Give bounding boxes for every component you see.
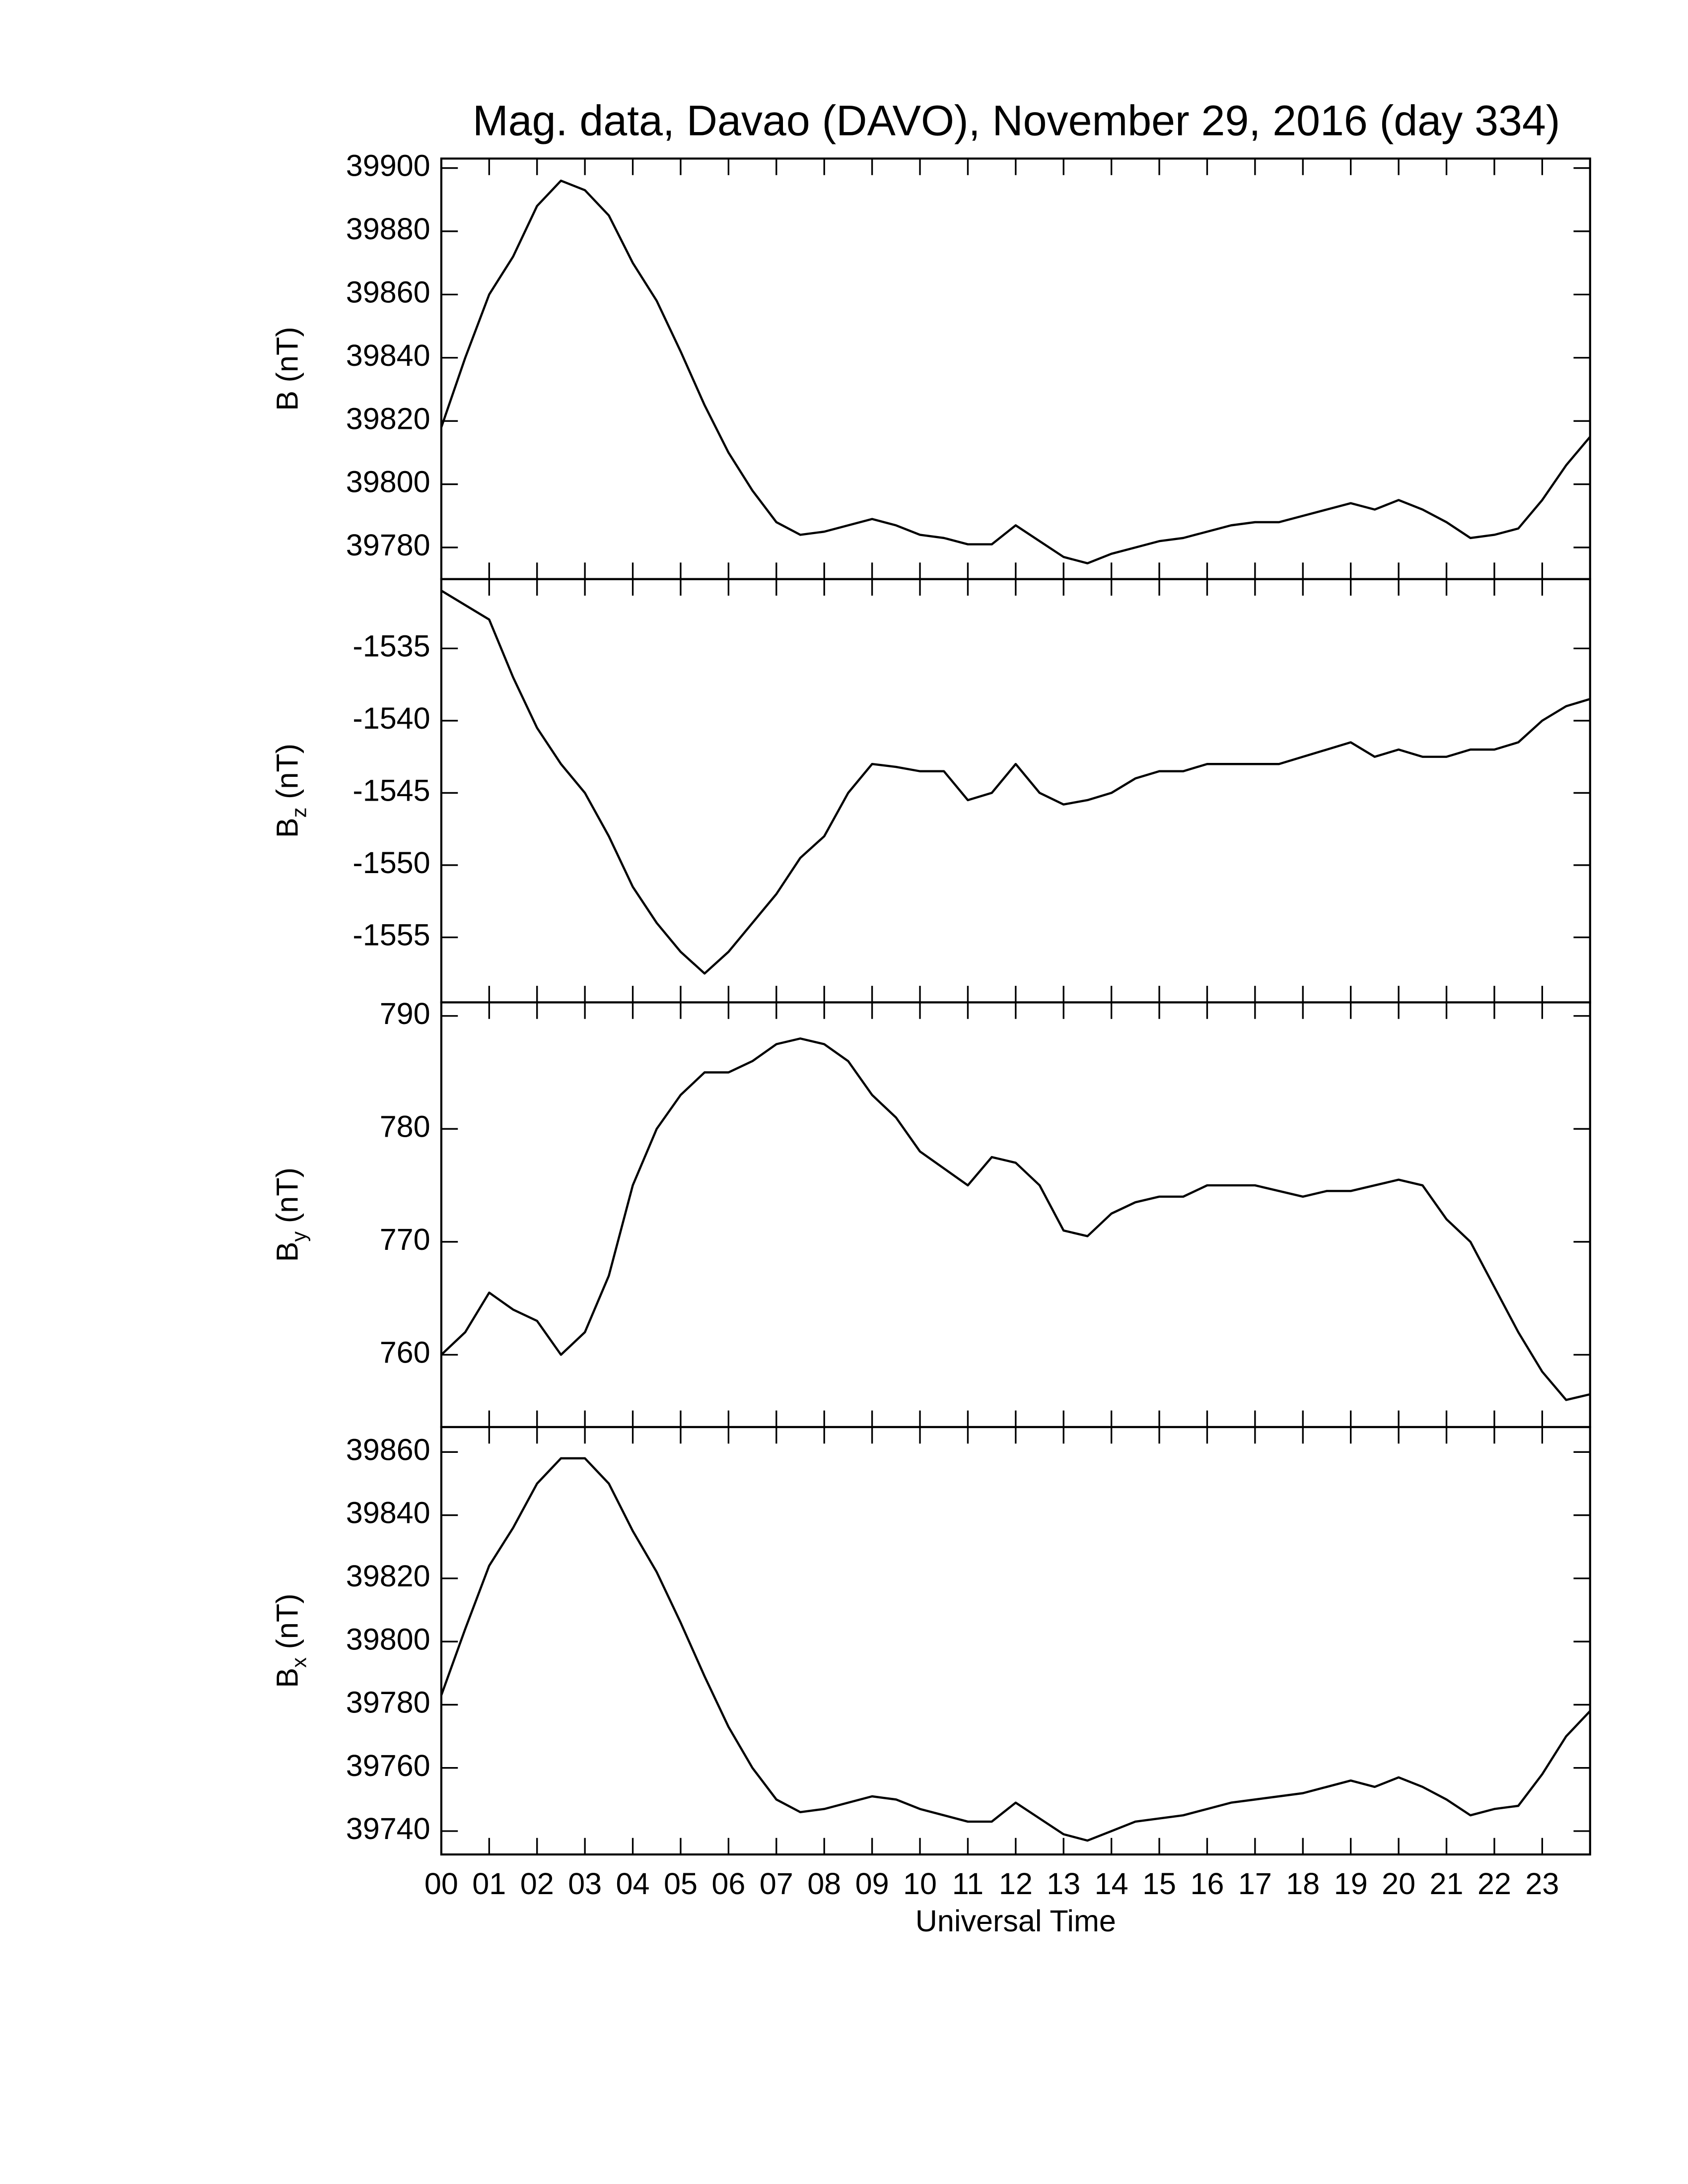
x-tick-label: 02 [520,1867,554,1901]
x-tick-label: 01 [472,1867,506,1901]
y-axis-label: By (nT) [270,1167,310,1262]
x-tick-label: 17 [1238,1867,1272,1901]
x-tick-label: 05 [664,1867,698,1901]
y-label-subscript: z [287,808,311,818]
y-label-symbol: B [270,391,304,411]
x-tick-label: 04 [616,1867,650,1901]
y-label-symbol: B [270,1242,304,1262]
y-tick-label: 39760 [346,1749,430,1782]
y-label-symbol: B [270,1668,304,1688]
y-label-unit: (nT) [270,1593,304,1649]
y-tick-label: 770 [380,1223,430,1256]
y-label-unit: (nT) [270,327,304,382]
x-tick-label: 21 [1430,1867,1464,1901]
y-axis-label: B (nT) [270,327,304,410]
x-tick-label: 11 [952,1867,984,1901]
x-tick-label: 14 [1095,1867,1128,1901]
y-tick-label: 39780 [346,528,430,562]
x-tick-label: 22 [1477,1867,1511,1901]
y-tick-label: -1540 [352,701,430,735]
y-tick-label: 39860 [346,275,430,309]
y-tick-label: 39820 [346,402,430,435]
y-tick-label: 39800 [346,465,430,499]
x-tick-label: 23 [1525,1867,1559,1901]
y-tick-label: 39820 [346,1559,430,1593]
x-tick-label: 18 [1286,1867,1320,1901]
x-tick-label: 10 [903,1867,937,1901]
y-label-unit: (nT) [270,1167,304,1223]
y-axis-label: Bz (nT) [270,744,310,838]
x-tick-label: 06 [711,1867,745,1901]
x-tick-label: 20 [1382,1867,1415,1901]
y-label-subscript: x [287,1657,311,1668]
y-tick-label: -1545 [352,774,430,808]
x-tick-label: 07 [760,1867,793,1901]
x-tick-label: 09 [855,1867,889,1901]
y-tick-label: 39900 [346,149,430,183]
y-tick-label: 39840 [346,339,430,372]
y-tick-label: 760 [380,1336,430,1369]
plot-frame [440,157,1591,580]
plot-frame [440,1001,1591,1429]
x-tick-label: 13 [1047,1867,1080,1901]
y-tick-label: 780 [380,1109,430,1143]
data-line [440,1457,1591,1842]
x-tick-label: 00 [424,1867,458,1901]
y-label-unit: (nT) [270,744,304,799]
x-tick-label: 16 [1190,1867,1224,1901]
y-tick-label: 39780 [346,1686,430,1719]
y-tick-label: 39800 [346,1622,430,1656]
x-tick-label: 19 [1334,1867,1368,1901]
x-tick-label: 03 [568,1867,602,1901]
y-tick-label: 39880 [346,212,430,246]
y-tick-label: -1555 [352,918,430,952]
x-tick-label: 15 [1142,1867,1176,1901]
data-line [440,1037,1591,1401]
y-axis-label: Bx (nT) [270,1593,310,1688]
y-tick-label: -1550 [352,846,430,880]
x-axis-label: Universal Time [915,1904,1116,1938]
y-tick-label: 39740 [346,1812,430,1845]
data-line [440,179,1591,565]
y-tick-label: 39840 [346,1496,430,1530]
y-label-symbol: B [270,818,304,838]
x-tick-label: 12 [999,1867,1033,1901]
y-tick-label: 790 [380,997,430,1030]
chart-title: Mag. data, Davao (DAVO), November 29, 20… [473,97,1560,145]
data-line [440,590,1591,975]
y-label-subscript: y [287,1231,311,1242]
x-tick-label: 08 [807,1867,841,1901]
plot-frame [440,578,1591,1004]
y-tick-label: -1535 [352,629,430,663]
y-tick-label: 39860 [346,1433,430,1466]
